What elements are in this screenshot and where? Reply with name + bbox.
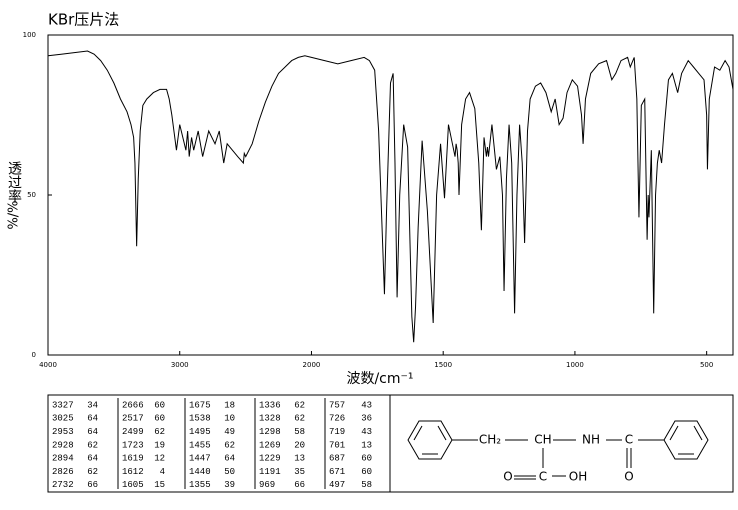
table-cell: 2666 [122, 400, 144, 410]
x-tick-label: 1000 [566, 361, 584, 369]
atom-label: OH [569, 470, 587, 484]
atom-label: CH [534, 433, 551, 447]
table-cell: 62 [87, 467, 98, 477]
table-cell: 1355 [189, 480, 211, 490]
table-cell: 62 [87, 440, 98, 450]
y-label: 透过率 [6, 161, 22, 203]
table-cell: 2732 [52, 480, 74, 490]
table-cell: 13 [361, 440, 372, 450]
x-tick-label: 1500 [434, 361, 452, 369]
y-unit: %/% [7, 200, 22, 229]
table-cell: 58 [294, 427, 305, 437]
table-cell: 62 [294, 414, 305, 424]
table-cell: 1336 [259, 400, 281, 410]
table-cell: 497 [329, 480, 345, 490]
x-tick-label: 2000 [303, 361, 321, 369]
table-cell: 64 [224, 454, 235, 464]
table-cell: 39 [224, 480, 235, 490]
table-cell: 1269 [259, 440, 281, 450]
table-cell: 2499 [122, 427, 144, 437]
table-cell: 1619 [122, 454, 144, 464]
table-cell: 66 [87, 480, 98, 490]
table-cell: 62 [294, 400, 305, 410]
table-cell: 64 [87, 454, 98, 464]
table-cell: 757 [329, 400, 345, 410]
y-tick-label: 0 [32, 351, 36, 359]
table-cell: 62 [154, 427, 165, 437]
y-tick-label: 100 [23, 31, 36, 39]
table-cell: 19 [154, 440, 165, 450]
table-cell: 1675 [189, 400, 211, 410]
table-cell: 62 [224, 440, 235, 450]
x-tick-label: 4000 [39, 361, 57, 369]
table-cell: 64 [87, 414, 98, 424]
table-cell: 18 [224, 400, 235, 410]
structure-bonds [407, 420, 709, 480]
table-cell: 1495 [189, 427, 211, 437]
spectrum-line [47, 50, 734, 343]
table-cell: 701 [329, 440, 345, 450]
atom-label: NH [582, 433, 600, 447]
table-cell: 1447 [189, 454, 211, 464]
table-cell: 12 [154, 454, 165, 464]
table-cell: 1605 [122, 480, 144, 490]
table-cell: 4 [160, 467, 165, 477]
table-cell: 60 [361, 467, 372, 477]
table-cell: 13 [294, 454, 305, 464]
table-cell: 43 [361, 427, 372, 437]
table-cell: 50 [224, 467, 235, 477]
atom-label: CH₂ [479, 433, 501, 447]
table-cell: 36 [361, 414, 372, 424]
table-cell: 1298 [259, 427, 281, 437]
table-cell: 2894 [52, 454, 74, 464]
table-dividers [117, 395, 391, 492]
table-cell: 1538 [189, 414, 211, 424]
table-cell: 1229 [259, 454, 281, 464]
table-cell: 60 [361, 454, 372, 464]
chart-title: KBr压片法 [48, 11, 119, 29]
table-cell: 2928 [52, 440, 74, 450]
table-cell: 1455 [189, 440, 211, 450]
table-cell: 719 [329, 427, 345, 437]
x-label: 波数/cm⁻¹ [346, 371, 413, 387]
atom-label: O [624, 470, 633, 484]
table-cell: 58 [361, 480, 372, 490]
table-cell: 64 [87, 427, 98, 437]
table-cell: 34 [87, 400, 98, 410]
y-tick-label: 50 [27, 191, 36, 199]
table-cell: 1191 [259, 467, 281, 477]
table-cell: 3025 [52, 414, 74, 424]
atom-label: O [503, 470, 512, 484]
table-cell: 969 [259, 480, 275, 490]
table-cell: 15 [154, 480, 165, 490]
table-cell: 3327 [52, 400, 74, 410]
table-cell: 10 [224, 414, 235, 424]
atom-label: C [625, 433, 633, 447]
table-cell: 1723 [122, 440, 144, 450]
table-cell: 1328 [259, 414, 281, 424]
atom-label: C [539, 470, 547, 484]
table-cell: 2826 [52, 467, 74, 477]
table-cell: 2517 [122, 414, 144, 424]
table-cell: 687 [329, 454, 345, 464]
x-tick-label: 500 [700, 361, 713, 369]
table-cell: 726 [329, 414, 345, 424]
table-cell: 49 [224, 427, 235, 437]
table-cell: 60 [154, 414, 165, 424]
table-cell: 1612 [122, 467, 144, 477]
table-cell: 20 [294, 440, 305, 450]
table-cell: 66 [294, 480, 305, 490]
table-cell: 671 [329, 467, 345, 477]
table-cell: 35 [294, 467, 305, 477]
table-cell: 60 [154, 400, 165, 410]
x-tick-label: 3000 [171, 361, 189, 369]
table-cell: 2953 [52, 427, 74, 437]
table-cell: 1440 [189, 467, 211, 477]
table-cell: 43 [361, 400, 372, 410]
